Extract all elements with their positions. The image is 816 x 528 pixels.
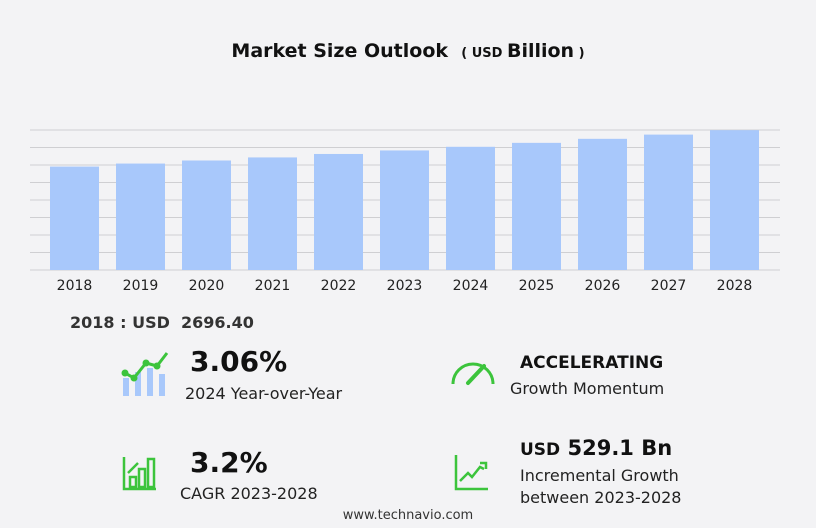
bar-2023 <box>380 150 429 270</box>
incremental-amount: 529.1 Bn <box>567 436 673 460</box>
momentum-value: ACCELERATING <box>520 353 664 373</box>
chart-title-text: Market Size Outlook <box>231 40 449 62</box>
speedometer-icon <box>451 362 495 385</box>
unit-name: Billion <box>506 40 575 62</box>
bar-2025 <box>512 142 561 270</box>
bar-2019 <box>116 163 165 270</box>
incremental-value: USD 529.1 Bn <box>520 436 672 460</box>
unit-label: ( USD Billion ) <box>461 40 585 62</box>
x-tick-label: 2028 <box>717 278 753 294</box>
bar-2020 <box>182 160 231 270</box>
incremental-prefix: USD <box>520 440 561 460</box>
x-tick-label: 2023 <box>387 278 423 294</box>
incremental-period: between 2023-2028 <box>520 488 682 507</box>
bar-2024 <box>446 146 495 270</box>
cagr-value: 3.2% <box>190 446 268 479</box>
x-tick-label: 2027 <box>651 278 687 294</box>
yoy-label: 2024 Year-over-Year <box>185 384 343 403</box>
x-tick-label: 2022 <box>321 278 357 294</box>
x-tick-label: 2024 <box>453 278 489 294</box>
momentum-label: Growth Momentum <box>510 379 665 398</box>
base-year-amount: 2696.40 <box>181 313 254 332</box>
unit-prefix: USD <box>471 46 503 61</box>
x-tick-label: 2021 <box>255 278 291 294</box>
incremental-label: Incremental Growth <box>520 466 679 485</box>
bar-2021 <box>248 157 297 270</box>
x-tick-label: 2019 <box>123 278 159 294</box>
bar-chart: 2018 2019 2020 2021 2022 2023 2024 2025 2026 2027… <box>30 129 780 294</box>
bar-2028 <box>710 130 759 270</box>
chart-title: Market Size Outlook ( USD Billion ) <box>0 40 816 62</box>
bar-2026 <box>578 138 627 270</box>
cagr-label: CAGR 2023-2028 <box>180 484 318 503</box>
bar-2018 <box>50 166 99 270</box>
growth-chart-icon <box>121 352 169 396</box>
x-tick-label: 2018 <box>57 278 93 294</box>
x-tick-label: 2026 <box>585 278 621 294</box>
footer-url: www.technavio.com <box>342 508 474 523</box>
x-tick-label: 2020 <box>189 278 225 294</box>
trend-up-icon <box>454 455 488 491</box>
base-year-label: 2018 : USD <box>70 313 170 332</box>
x-tick-label: 2025 <box>519 278 555 294</box>
bar-2022 <box>314 153 363 270</box>
base-year-value: 2018 : USD 2696.40 <box>70 313 254 332</box>
bar-growth-icon <box>122 457 156 491</box>
bar-2027 <box>644 134 693 270</box>
yoy-value: 3.06% <box>190 345 288 378</box>
